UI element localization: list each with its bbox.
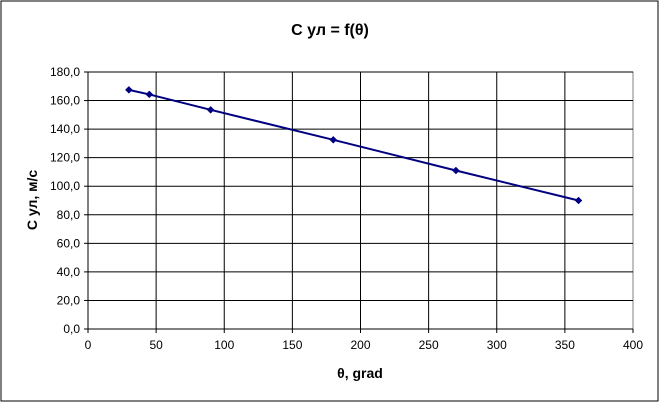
data-point-marker bbox=[452, 166, 460, 175]
y-tick-label: 160,0 bbox=[50, 94, 80, 108]
x-tick-label: 200 bbox=[350, 338, 370, 352]
x-tick-label: 300 bbox=[487, 338, 507, 352]
y-tick-label: 100,0 bbox=[50, 179, 80, 193]
axes: 0 50 100 150 200 250 300 350 400 0,0 20,0 40,0 60,0 8… bbox=[50, 65, 643, 352]
y-tick-label: 60,0 bbox=[57, 236, 81, 250]
x-tick-label: 250 bbox=[419, 338, 439, 352]
chart-title: С ул = f(θ) bbox=[291, 22, 369, 39]
y-tick-label: 20,0 bbox=[57, 293, 81, 307]
y-tick-label: 80,0 bbox=[57, 208, 81, 222]
x-tick-label: 0 bbox=[85, 338, 92, 352]
data-point-marker bbox=[574, 196, 583, 205]
grid-lines bbox=[88, 71, 633, 329]
y-tick-label: 180,0 bbox=[50, 65, 80, 79]
y-tick-label: 120,0 bbox=[50, 151, 80, 165]
data-point-marker bbox=[329, 135, 338, 144]
y-tick-label: 0,0 bbox=[63, 322, 80, 336]
data-point-marker bbox=[206, 105, 215, 114]
x-tick-label: 350 bbox=[555, 338, 575, 352]
x-axis-label: θ, grad bbox=[337, 365, 383, 381]
x-tick-label: 150 bbox=[282, 338, 302, 352]
series-layer bbox=[125, 85, 583, 205]
series-line bbox=[128, 88, 579, 202]
x-tick-label: 100 bbox=[214, 338, 234, 352]
y-tick-label: 140,0 bbox=[50, 122, 80, 136]
x-tick-label: 50 bbox=[149, 338, 163, 352]
data-point-marker bbox=[125, 85, 133, 94]
y-axis-label: С ул, м/с bbox=[24, 170, 40, 231]
x-tick-label: 400 bbox=[623, 338, 643, 352]
y-tick-label: 40,0 bbox=[57, 265, 81, 279]
data-point-marker bbox=[145, 90, 154, 99]
